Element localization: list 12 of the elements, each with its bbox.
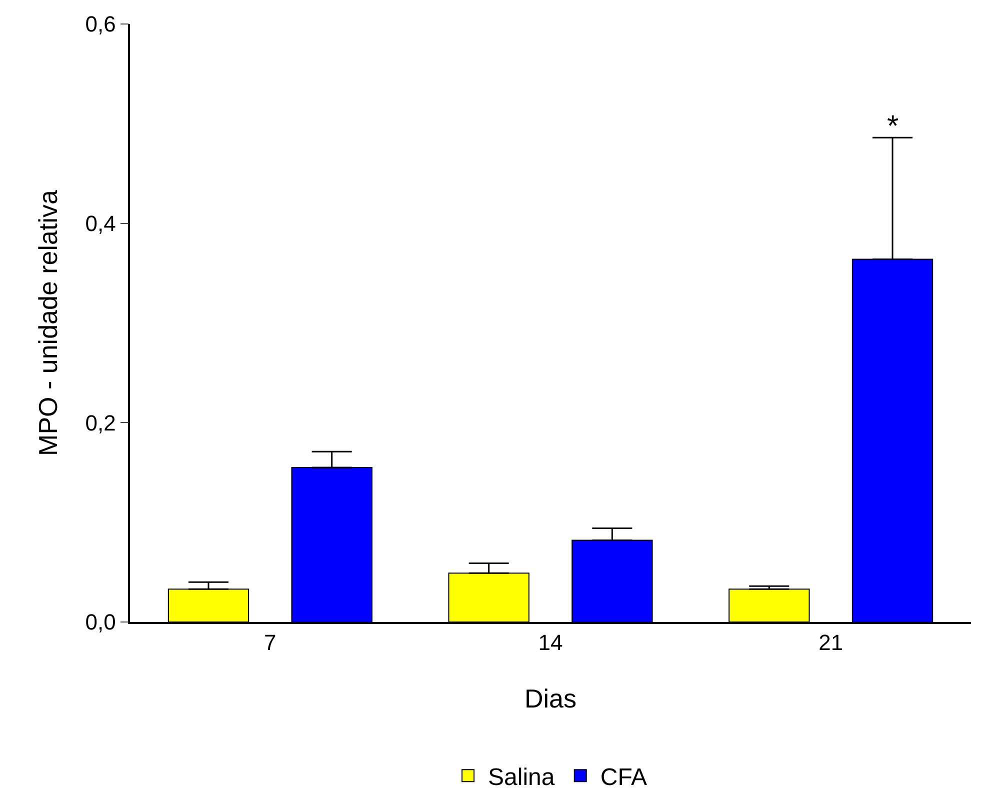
x-tick-label: 21	[818, 630, 844, 656]
y-tick-label: 0,4	[85, 211, 116, 236]
annotation: *	[887, 110, 899, 143]
legend-label: Salina	[488, 764, 556, 792]
x-tick-label: 7	[264, 630, 276, 656]
y-axis-title: MPO - unidade relativa	[33, 190, 64, 456]
x-axis-title: Dias	[524, 683, 577, 714]
y-tick-label: 0,0	[85, 610, 116, 635]
y-tick-label: 0,6	[85, 12, 116, 37]
legend-label: CFA	[600, 764, 648, 792]
y-tick-label: 0,2	[85, 410, 116, 436]
x-tick-label: 14	[538, 630, 563, 656]
